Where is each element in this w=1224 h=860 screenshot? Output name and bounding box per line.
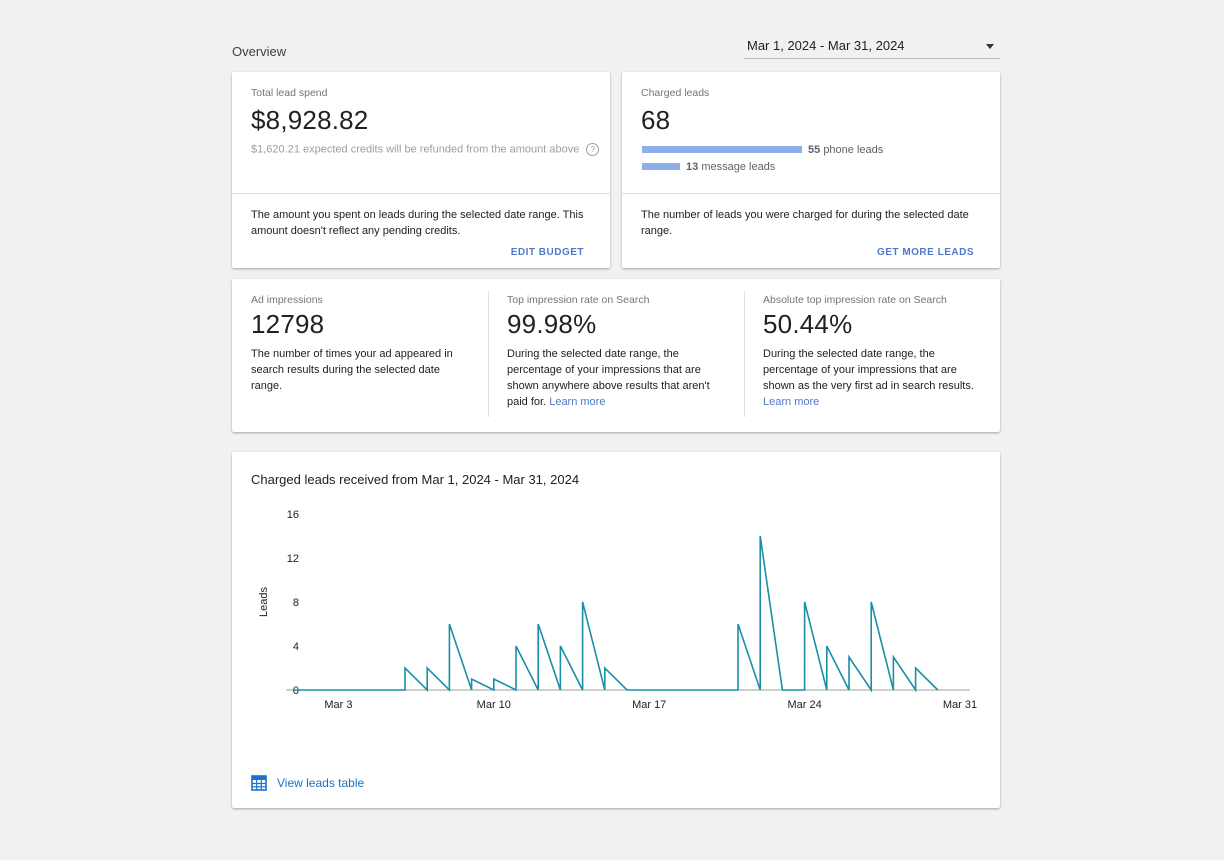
column-divider — [744, 291, 745, 417]
card-summary: Charged leads 68 55 phone leads 13 messa… — [622, 72, 1000, 194]
edit-budget-button[interactable]: EDIT BUDGET — [510, 247, 584, 258]
y-tick-label: 0 — [293, 685, 299, 697]
view-leads-table-label: View leads table — [277, 776, 365, 790]
x-tick-label: Mar 24 — [787, 699, 821, 711]
card-label: Charged leads — [641, 87, 710, 99]
metric-description: The number of times your ad appeared in … — [251, 348, 453, 392]
charged-leads-value: 68 — [641, 105, 671, 135]
charged-leads-card: Charged leads 68 55 phone leads 13 messa… — [622, 72, 1000, 268]
refund-note-text: $1,620.21 expected credits will be refun… — [251, 143, 580, 156]
message-leads-bar — [642, 163, 680, 170]
x-tick-label: Mar 3 — [324, 699, 352, 711]
table-icon — [251, 775, 267, 791]
y-tick-label: 12 — [287, 553, 299, 565]
message-leads-label: 13 message leads — [686, 161, 776, 173]
total-spend-value: $8,928.82 — [251, 105, 369, 135]
metric-ad-impressions: Ad impressions 12798 The number of times… — [251, 294, 471, 394]
chart-title: Charged leads received from Mar 1, 2024 … — [251, 472, 580, 487]
learn-more-link[interactable]: Learn more — [549, 396, 606, 408]
view-leads-table-link[interactable]: View leads table — [251, 775, 364, 791]
metric-top-impression-rate: Top impression rate on Search 99.98% Dur… — [507, 294, 727, 410]
metric-value: 12798 — [251, 309, 325, 339]
refund-note: $1,620.21 expected credits will be refun… — [251, 143, 600, 156]
y-tick-label: 8 — [293, 597, 299, 609]
metric-absolute-top-impression-rate: Absolute top impression rate on Search 5… — [763, 294, 988, 410]
metric-description: During the selected date range, the perc… — [507, 348, 710, 408]
metric-value: 50.44% — [763, 309, 853, 339]
overview-label: Overview — [232, 44, 287, 59]
x-tick-label: Mar 31 — [943, 699, 977, 711]
card-description: The number of leads you were charged for… — [641, 209, 969, 237]
metric-value: 99.98% — [507, 309, 597, 339]
card-summary: Total lead spend $8,928.82 $1,620.21 exp… — [232, 72, 610, 194]
date-range-value: Mar 1, 2024 - Mar 31, 2024 — [747, 38, 905, 53]
y-axis-title: Leads — [258, 587, 270, 617]
card-description: The amount you spent on leads during the… — [251, 209, 584, 237]
x-tick-label: Mar 17 — [632, 699, 666, 711]
x-tick-label: Mar 10 — [477, 699, 511, 711]
total-lead-spend-card: Total lead spend $8,928.82 $1,620.21 exp… — [232, 72, 610, 268]
metric-label: Top impression rate on Search — [507, 294, 650, 306]
date-range-select[interactable]: Mar 1, 2024 - Mar 31, 2024 — [744, 38, 1000, 59]
get-more-leads-button[interactable]: GET MORE LEADS — [876, 247, 974, 258]
leads-line-chart: 0 4 8 12 16 Leads Mar 3 Mar 10 Mar 17 Mar 24 Mar 3… — [258, 509, 977, 711]
metric-label: Ad impressions — [251, 294, 323, 306]
y-tick-label: 16 — [287, 509, 299, 521]
chevron-down-icon — [986, 44, 994, 49]
card-label: Total lead spend — [251, 87, 328, 99]
impressions-card: Ad impressions 12798 The number of times… — [232, 279, 1000, 432]
metric-description: During the selected date range, the perc… — [763, 348, 974, 408]
y-tick-label: 4 — [293, 641, 299, 653]
phone-leads-bar — [642, 146, 802, 153]
phone-leads-label: 55 phone leads — [808, 144, 884, 156]
leads-chart-card: Charged leads received from Mar 1, 2024 … — [232, 452, 1000, 808]
metric-label: Absolute top impression rate on Search — [763, 294, 947, 306]
column-divider — [488, 291, 489, 417]
learn-more-link[interactable]: Learn more — [763, 396, 820, 408]
help-icon[interactable]: ? — [586, 143, 600, 156]
leads-series-line — [294, 535, 939, 693]
